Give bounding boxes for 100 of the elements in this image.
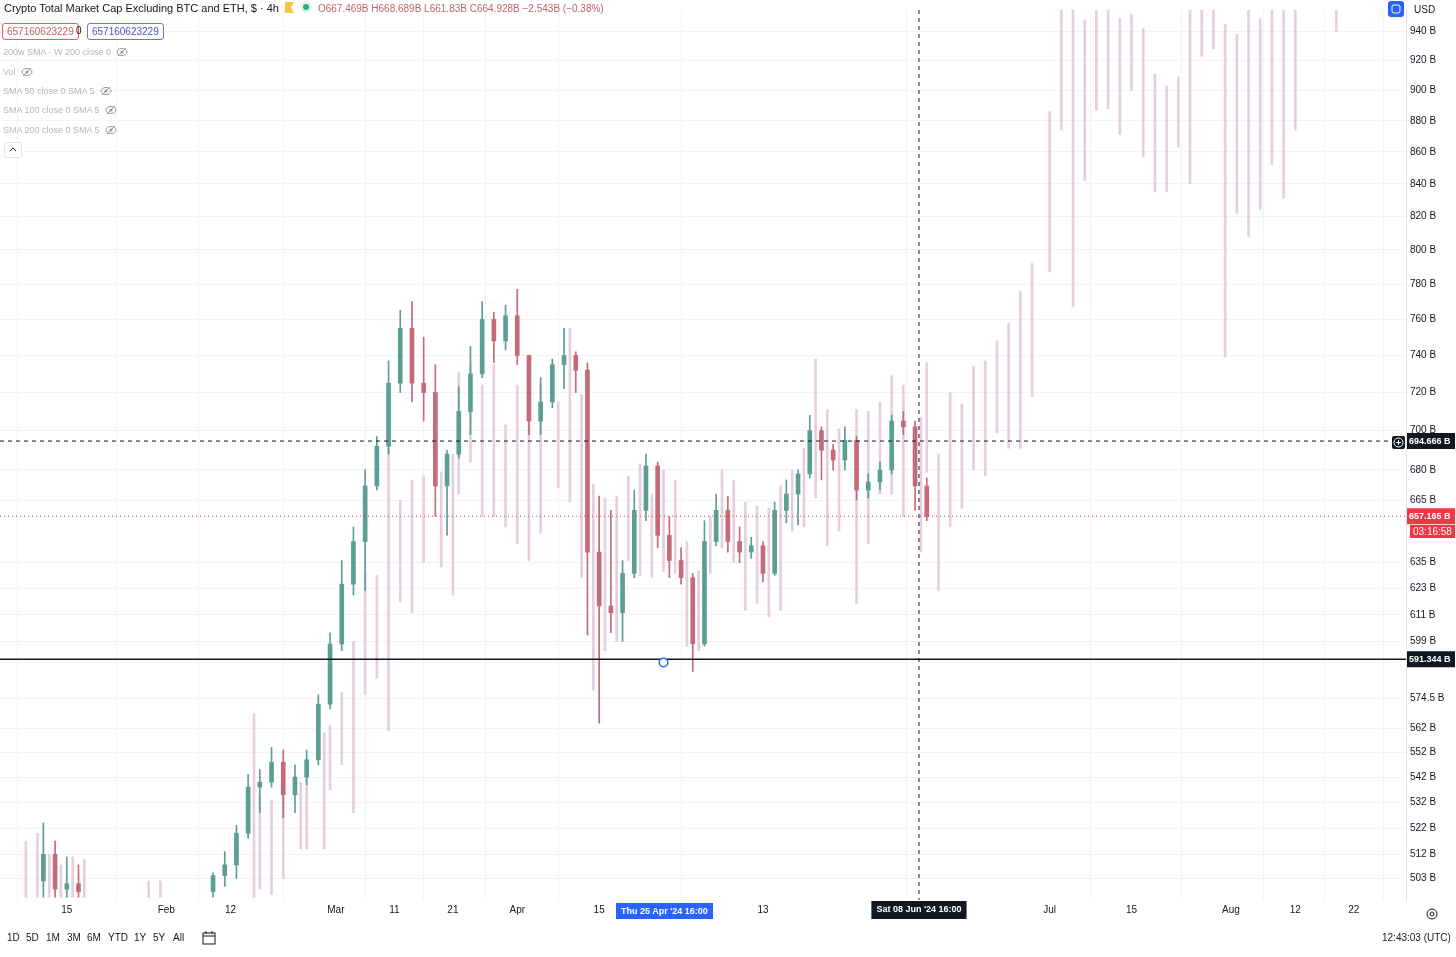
bar bbox=[1258, 18, 1262, 211]
bar bbox=[439, 471, 443, 568]
annotation: Vol bbox=[3, 67, 16, 77]
bar bbox=[1294, 10, 1297, 131]
text: 03:16:58 bbox=[1413, 526, 1452, 537]
bar bbox=[925, 362, 929, 473]
bar bbox=[1165, 85, 1168, 193]
bar bbox=[515, 384, 519, 544]
text: 12:43:03 (UTC) bbox=[1382, 932, 1451, 943]
x-tick-label: Jul bbox=[1043, 903, 1057, 915]
bar bbox=[1118, 18, 1122, 136]
y-tick-label: 740 B bbox=[1410, 349, 1437, 361]
bar bbox=[1083, 19, 1087, 181]
bar bbox=[1095, 10, 1098, 111]
x-tick-label: 13 bbox=[757, 903, 769, 915]
y-tick-label: 522 B bbox=[1410, 821, 1437, 833]
x-tick-label: 12 bbox=[1289, 903, 1302, 915]
bar bbox=[270, 799, 273, 895]
bar bbox=[36, 832, 39, 898]
bar bbox=[902, 384, 905, 517]
text: YTD bbox=[108, 932, 128, 943]
y-tick-label: 680 B bbox=[1410, 463, 1437, 475]
bar bbox=[983, 360, 987, 477]
text: USD bbox=[1414, 4, 1436, 15]
y-tick-label: 940 B bbox=[1410, 25, 1437, 37]
annotation: SMA 50 close 0 SMA 5 bbox=[3, 86, 95, 96]
bar bbox=[322, 732, 326, 850]
x-tick-label: 11 bbox=[389, 903, 401, 915]
bar bbox=[937, 453, 940, 592]
candlestick bbox=[64, 856, 70, 898]
x-tick-label: 15 bbox=[61, 903, 73, 915]
x-tick-label: Feb bbox=[157, 903, 176, 915]
y-tick-label: 532 B bbox=[1410, 796, 1437, 808]
annotation: 657160623229 bbox=[92, 26, 159, 37]
y-tick-label: 574.5 B bbox=[1410, 692, 1445, 704]
y-tick-label: 900 B bbox=[1410, 84, 1437, 96]
text: 3M bbox=[67, 932, 81, 943]
x-tick-label: 21 bbox=[447, 903, 459, 915]
bar bbox=[504, 424, 507, 528]
bar bbox=[1334, 10, 1338, 32]
y-tick-label: 920 B bbox=[1410, 54, 1437, 66]
text: Thu 25 Apr '24 16:00 bbox=[621, 906, 708, 916]
ref-line-label: 657.165 B bbox=[1409, 510, 1452, 521]
ref-line-label: 694.666 B bbox=[1409, 435, 1452, 446]
annotation: 657160623229 bbox=[7, 26, 74, 37]
text: 6M bbox=[87, 932, 101, 943]
text: All bbox=[173, 932, 185, 943]
bar bbox=[1247, 10, 1250, 237]
ref-line-label: Sat 08 Jun '24 16:00 bbox=[876, 904, 962, 915]
chart-subtitle: O667.469B H668.689B L661.83B C664.928B −2.543B (−0.38%) bbox=[317, 2, 604, 14]
y-tick-label: 512 B bbox=[1410, 848, 1437, 860]
chart-title: Crypto Total Market Cap Excluding BTC and ETH, $ · 4h bbox=[4, 2, 279, 14]
bar bbox=[1200, 10, 1204, 57]
bar bbox=[948, 392, 952, 528]
x-tick-label: 12 bbox=[225, 903, 237, 915]
annotation: 200w SMA · W 200 close 0 bbox=[3, 47, 112, 57]
x-tick-label: Mar bbox=[327, 903, 346, 915]
x-tick-label: Apr bbox=[509, 903, 526, 915]
annotation: 0 bbox=[76, 25, 82, 36]
bar bbox=[71, 856, 74, 898]
bar bbox=[814, 358, 817, 499]
y-tick-label: 599 B bbox=[1410, 635, 1437, 647]
bar bbox=[159, 880, 162, 898]
y-tick-label: 635 B bbox=[1410, 556, 1437, 568]
text: 1D bbox=[7, 932, 20, 943]
bar bbox=[825, 409, 829, 547]
x-tick-label: Aug bbox=[1222, 903, 1240, 915]
bar bbox=[147, 880, 151, 898]
bar bbox=[1212, 10, 1215, 50]
y-tick-label: 562 B bbox=[1410, 721, 1437, 733]
bar bbox=[1007, 322, 1010, 449]
x-tick-label: 22 bbox=[1348, 903, 1360, 915]
y-tick-label: 552 B bbox=[1410, 746, 1437, 758]
x-tick-label: 15 bbox=[1125, 903, 1138, 915]
annotation: SMA 100 close 0 SMA 5 bbox=[3, 105, 100, 115]
bar bbox=[1019, 290, 1022, 449]
bar bbox=[422, 475, 425, 564]
text: 1Y bbox=[134, 932, 147, 943]
bar bbox=[1059, 10, 1063, 131]
y-tick-label: 880 B bbox=[1410, 114, 1437, 126]
y-tick-label: 760 B bbox=[1410, 313, 1437, 325]
bar bbox=[1141, 28, 1145, 157]
y-tick-label: 840 B bbox=[1410, 177, 1437, 189]
bar bbox=[340, 692, 344, 766]
bar bbox=[744, 501, 747, 611]
bar bbox=[83, 859, 86, 898]
ref-line-label: 591.344 B bbox=[1409, 653, 1452, 664]
y-tick-label: 503 B bbox=[1410, 872, 1437, 884]
y-tick-label: 665 B bbox=[1410, 493, 1437, 505]
bar bbox=[1282, 10, 1285, 199]
bar bbox=[1130, 13, 1133, 91]
bar bbox=[591, 483, 595, 691]
y-tick-label: 623 B bbox=[1410, 582, 1437, 594]
bar bbox=[556, 401, 560, 489]
y-tick-label: 720 B bbox=[1410, 386, 1437, 398]
bar bbox=[1177, 76, 1180, 148]
text: 5D bbox=[26, 932, 39, 943]
y-tick-label: 542 B bbox=[1410, 770, 1437, 782]
y-tick-label: 780 B bbox=[1410, 277, 1437, 289]
bar bbox=[673, 479, 677, 574]
